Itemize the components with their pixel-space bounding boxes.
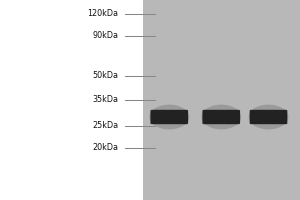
Text: 90kDa: 90kDa: [92, 31, 119, 40]
FancyBboxPatch shape: [250, 110, 287, 124]
Text: 50kDa: 50kDa: [92, 72, 119, 80]
Text: 20kDa: 20kDa: [92, 144, 119, 152]
Ellipse shape: [201, 105, 241, 129]
Bar: [0, 0, 142, 200]
Ellipse shape: [249, 105, 288, 129]
FancyBboxPatch shape: [151, 110, 188, 124]
Ellipse shape: [149, 105, 189, 129]
Text: 120kDa: 120kDa: [88, 9, 118, 19]
Bar: [142, 0, 300, 200]
Text: 35kDa: 35kDa: [92, 96, 119, 104]
FancyBboxPatch shape: [202, 110, 240, 124]
Text: 25kDa: 25kDa: [92, 121, 119, 130]
